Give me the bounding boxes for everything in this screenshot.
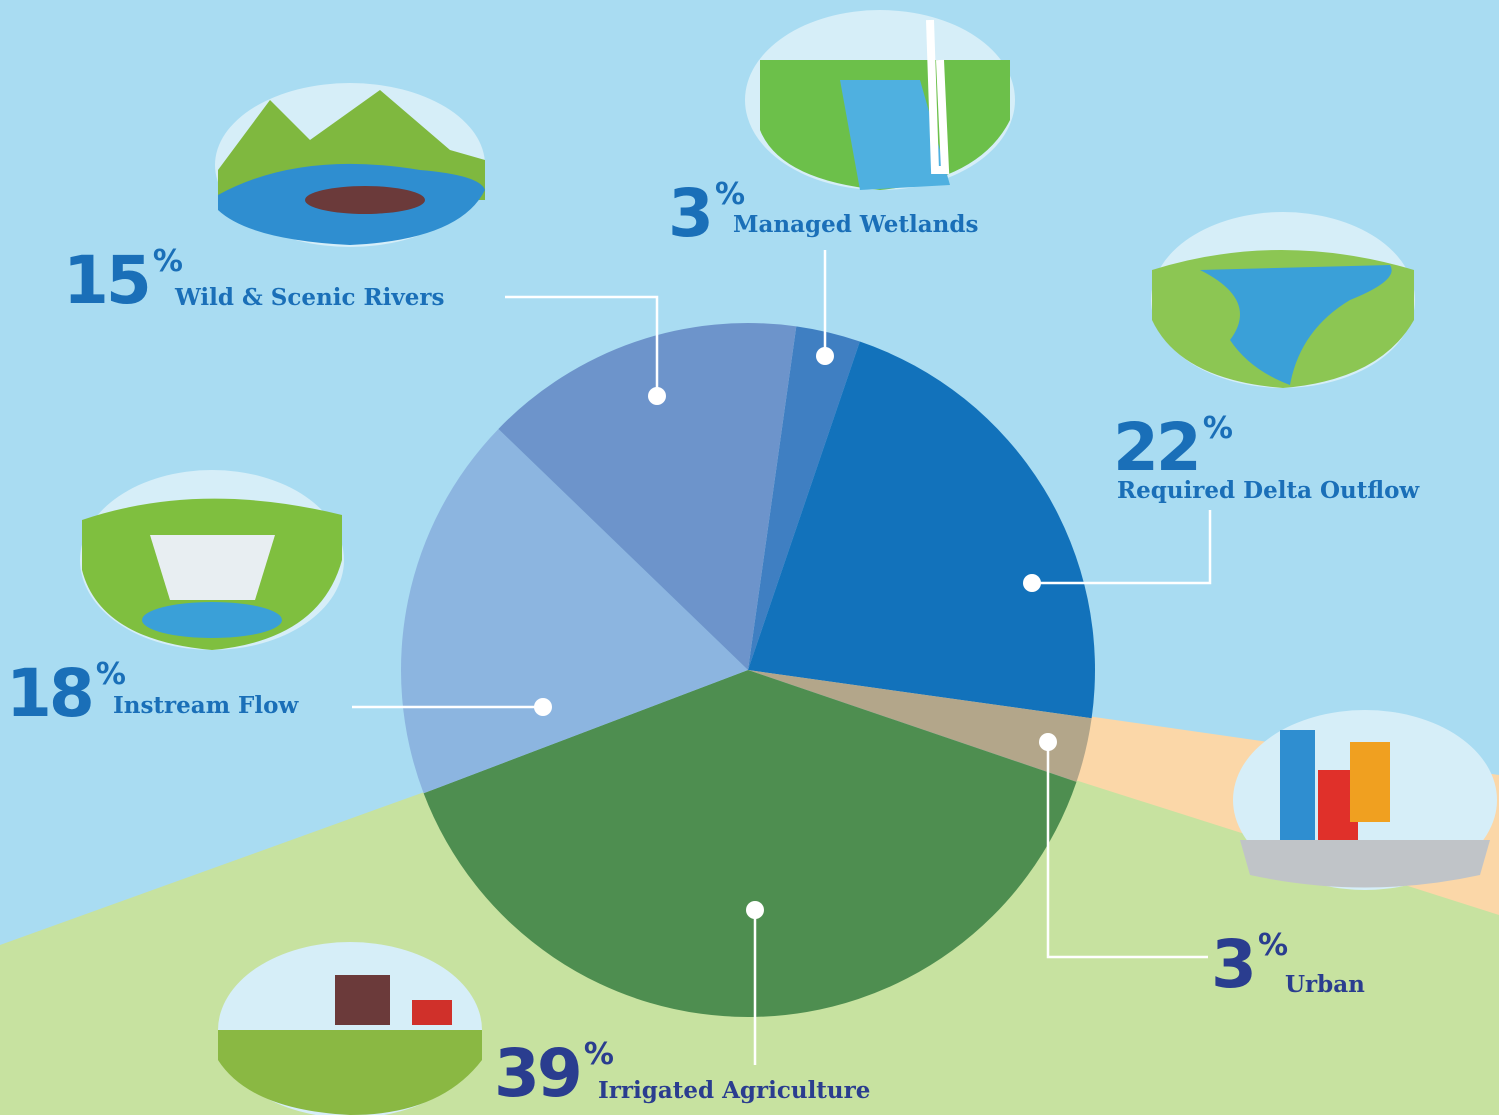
value-label: 15% bbox=[63, 242, 183, 319]
leader-line bbox=[505, 295, 659, 396]
dam-illustration bbox=[80, 470, 344, 650]
pie-slice bbox=[748, 670, 1092, 782]
city-illustration bbox=[1233, 710, 1497, 890]
leader-dot bbox=[534, 698, 552, 716]
value-suffix: % bbox=[584, 1037, 614, 1072]
pie-slice bbox=[498, 323, 797, 670]
category-label: Required Delta Outflow bbox=[1117, 477, 1420, 504]
value-number: 15 bbox=[63, 242, 149, 319]
category-label: Instream Flow bbox=[113, 692, 299, 719]
pie bbox=[401, 323, 1095, 1017]
wetlands-illustration bbox=[745, 10, 1015, 190]
delta-illustration bbox=[1151, 212, 1415, 388]
value-number: 3 bbox=[668, 175, 711, 252]
value-suffix: % bbox=[153, 244, 183, 279]
leader-dot bbox=[816, 347, 834, 365]
category-label: Irrigated Agriculture bbox=[598, 1077, 870, 1104]
value-number: 3 bbox=[1211, 926, 1254, 1003]
value-number: 18 bbox=[6, 655, 92, 732]
value-suffix: % bbox=[96, 657, 126, 692]
category-label: Urban bbox=[1285, 971, 1365, 998]
pie-slice bbox=[748, 341, 1095, 719]
leader-dot bbox=[1023, 574, 1041, 592]
value-suffix: % bbox=[1258, 928, 1288, 963]
farm-illustration bbox=[218, 942, 482, 1115]
leader-line bbox=[1046, 742, 1208, 959]
leader-line bbox=[1032, 510, 1212, 585]
pie-slice bbox=[401, 428, 748, 794]
pie-slice bbox=[423, 670, 1077, 1017]
value-suffix: % bbox=[715, 177, 745, 212]
category-label: Wild & Scenic Rivers bbox=[174, 284, 444, 311]
rivers-illustration bbox=[215, 83, 485, 247]
value-number: 39 bbox=[494, 1035, 580, 1112]
leader-dot bbox=[746, 901, 764, 919]
pie-slice bbox=[748, 326, 860, 670]
value-number: 22 bbox=[1113, 409, 1199, 486]
value-suffix: % bbox=[1203, 411, 1233, 446]
leader-dot bbox=[1039, 733, 1057, 751]
leader-dot bbox=[648, 387, 666, 405]
category-label: Managed Wetlands bbox=[733, 211, 978, 238]
